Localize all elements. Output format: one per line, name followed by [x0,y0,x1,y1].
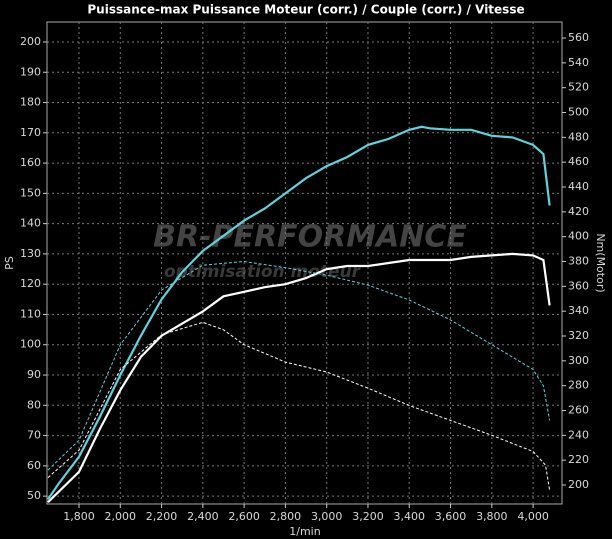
series-line [47,252,551,503]
watermark: BR-PERFORMANCE [153,220,467,255]
x-tick-label: 3,200 [352,510,384,523]
y-tick-label: 80 [27,398,41,411]
x-tick-label: 4,000 [517,510,549,523]
y-tick-label: 190 [20,65,41,78]
x-tick-label: 2,400 [187,510,219,523]
series-line [47,321,551,491]
y2-tick-label: 340 [568,304,589,317]
y2-tick-label: 460 [568,155,589,168]
x-tick-label: 3,400 [394,510,426,523]
y2-tick-label: 560 [568,31,589,44]
y-tick-label: 120 [20,277,41,290]
y-tick-label: 90 [27,368,41,381]
series-line [47,125,551,500]
y2-tick-label: 320 [568,329,589,342]
y2-tick-label: 260 [568,404,589,417]
y2-tick-label: 200 [568,478,589,491]
x-tick-label: 2,600 [228,510,260,523]
y-tick-label: 150 [20,186,41,199]
y-tick-label: 130 [20,247,41,260]
y2-tick-label: 360 [568,279,589,292]
y-tick-label: 170 [20,126,41,139]
y-tick-label: 180 [20,96,41,109]
y-tick-label: 60 [27,459,41,472]
y2-axis-label: Nm(Motor) [594,233,607,292]
x-tick-label: 2,000 [105,510,137,523]
y-tick-label: 200 [20,35,41,48]
x-tick-label: 3,000 [311,510,343,523]
y2-tick-label: 240 [568,428,589,441]
y2-tick-label: 300 [568,354,589,367]
y-tick-label: 100 [20,338,41,351]
x-tick-label: 3,600 [435,510,467,523]
y2-tick-label: 440 [568,180,589,193]
y2-tick-label: 420 [568,205,589,218]
x-axis-label: 1/min [289,525,320,538]
x-tick-label: 3,800 [476,510,508,523]
y2-tick-label: 280 [568,379,589,392]
x-tick-label: 2,200 [146,510,178,523]
y2-tick-label: 500 [568,106,589,119]
y-tick-label: 70 [27,429,41,442]
plot-frame [46,21,563,505]
series-line [47,260,551,471]
y2-tick-label: 400 [568,230,589,243]
y2-tick-label: 520 [568,81,589,94]
y2-tick-label: 540 [568,56,589,69]
y-tick-label: 140 [20,217,41,230]
x-tick-label: 2,800 [270,510,302,523]
y-tick-label: 110 [20,307,41,320]
y-tick-label: 160 [20,156,41,169]
x-tick-label: 1,800 [63,510,95,523]
y2-tick-label: 480 [568,130,589,143]
watermark: optimisation moteur [164,262,362,282]
y2-tick-label: 220 [568,453,589,466]
y-axis-label: PS [3,256,16,270]
chart-title: Puissance-max Puissance Moteur (corr.) /… [87,3,524,17]
y2-tick-label: 380 [568,255,589,268]
y-tick-label: 50 [27,489,41,502]
